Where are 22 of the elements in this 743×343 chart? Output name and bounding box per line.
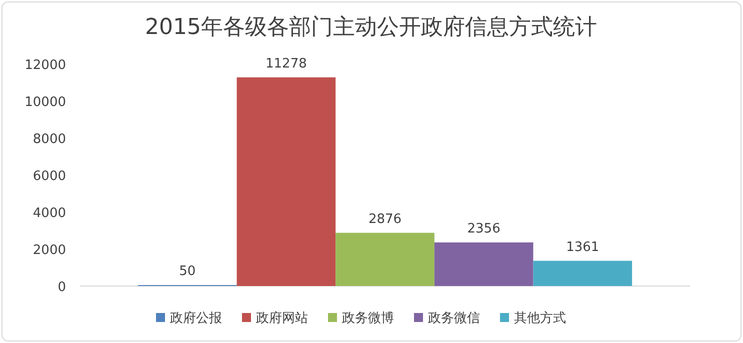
data-label: 2356 xyxy=(467,221,500,236)
legend-label: 政务微博 xyxy=(342,311,394,326)
bar xyxy=(236,77,336,286)
data-label: 50 xyxy=(179,264,196,280)
y-tick-label: 2000 xyxy=(32,243,66,258)
y-tick-label: 0 xyxy=(58,280,66,295)
bar xyxy=(336,232,434,286)
data-label: 1361 xyxy=(566,240,600,255)
y-tick-label: 6000 xyxy=(32,169,66,184)
bar xyxy=(434,242,534,286)
y-tick-label: 10000 xyxy=(24,95,66,110)
bar xyxy=(533,260,632,286)
chart-title: 2015年各级各部门主动公开政府信息方式统计 xyxy=(145,15,597,40)
y-tick-label: 8000 xyxy=(32,132,66,147)
data-label: 11278 xyxy=(266,56,307,72)
data-label: 2876 xyxy=(368,212,402,227)
legend-label: 政务微信 xyxy=(428,311,480,326)
legend-label: 其他方式 xyxy=(514,310,566,326)
y-tick-label: 12000 xyxy=(24,58,66,73)
legend-label: 政府网站 xyxy=(256,310,308,326)
legend-label: 政府公报 xyxy=(170,310,222,326)
y-tick-label: 4000 xyxy=(32,206,66,221)
